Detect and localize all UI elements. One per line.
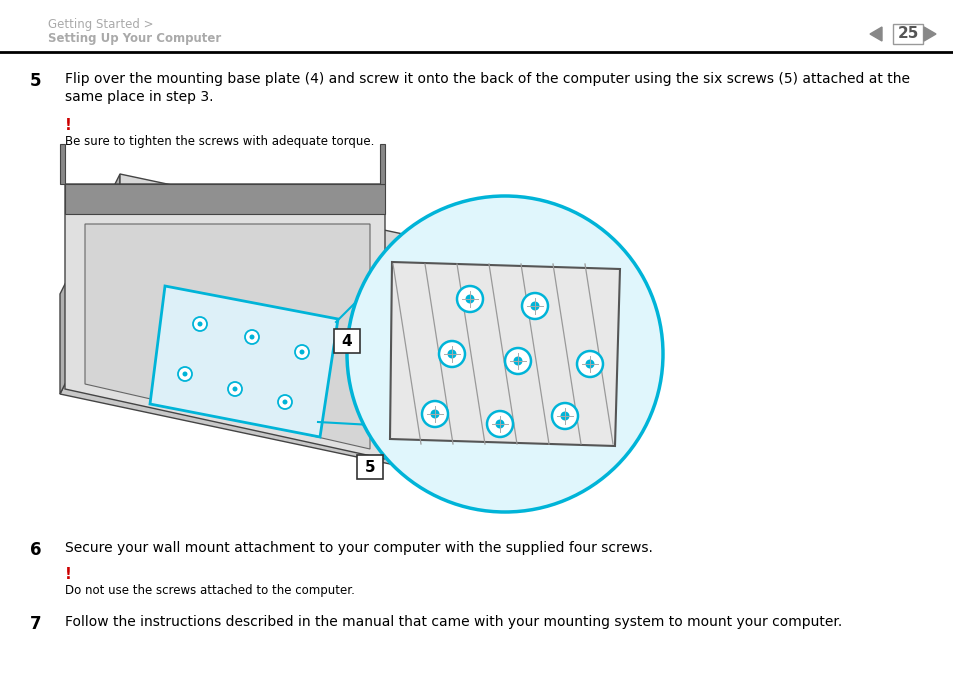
Text: 4: 4 [341,334,352,348]
FancyBboxPatch shape [334,329,359,353]
Circle shape [456,286,482,312]
Circle shape [182,371,188,377]
Circle shape [530,301,539,311]
Text: 5: 5 [364,460,375,474]
Circle shape [577,351,602,377]
Circle shape [495,419,504,429]
Circle shape [282,400,287,404]
Text: !: ! [65,567,71,582]
Polygon shape [390,262,619,446]
Circle shape [193,317,207,331]
Circle shape [486,411,513,437]
Circle shape [504,348,531,374]
Circle shape [178,367,192,381]
Polygon shape [869,27,882,41]
FancyBboxPatch shape [356,455,382,479]
Circle shape [421,401,448,427]
Circle shape [277,395,292,409]
Circle shape [438,341,464,367]
Circle shape [521,293,547,319]
Circle shape [560,412,569,421]
Circle shape [552,403,578,429]
Polygon shape [85,224,370,449]
Circle shape [430,410,439,419]
Text: Follow the instructions described in the manual that came with your mounting sys: Follow the instructions described in the… [65,615,841,629]
Circle shape [197,321,202,326]
Text: Do not use the screws attached to the computer.: Do not use the screws attached to the co… [65,584,355,597]
Text: Flip over the mounting base plate (4) and screw it onto the back of the computer: Flip over the mounting base plate (4) an… [65,72,909,86]
Circle shape [299,350,304,355]
Circle shape [233,386,237,392]
Circle shape [294,345,309,359]
Polygon shape [923,27,935,41]
Circle shape [245,330,258,344]
Text: Getting Started >: Getting Started > [48,18,153,31]
Text: Setting Up Your Computer: Setting Up Your Computer [48,32,221,45]
Polygon shape [60,174,120,394]
Text: same place in step 3.: same place in step 3. [65,90,213,104]
Text: 7: 7 [30,615,42,633]
Text: Secure your wall mount attachment to your computer with the supplied four screws: Secure your wall mount attachment to you… [65,541,652,555]
Circle shape [250,334,254,340]
Polygon shape [60,274,450,464]
Circle shape [447,350,456,359]
Text: 25: 25 [897,26,918,42]
FancyBboxPatch shape [892,24,923,44]
Circle shape [228,382,242,396]
Circle shape [513,357,522,365]
Circle shape [585,359,594,369]
Text: !: ! [65,118,71,133]
Text: Be sure to tighten the screws with adequate torque.: Be sure to tighten the screws with adequ… [65,135,374,148]
Circle shape [465,295,474,303]
Polygon shape [65,184,385,214]
Polygon shape [120,174,450,344]
Text: 6: 6 [30,541,42,559]
Text: 5: 5 [30,72,42,90]
Polygon shape [150,286,337,437]
Polygon shape [379,144,385,184]
Circle shape [347,196,662,512]
Polygon shape [60,144,65,184]
Polygon shape [65,184,385,459]
